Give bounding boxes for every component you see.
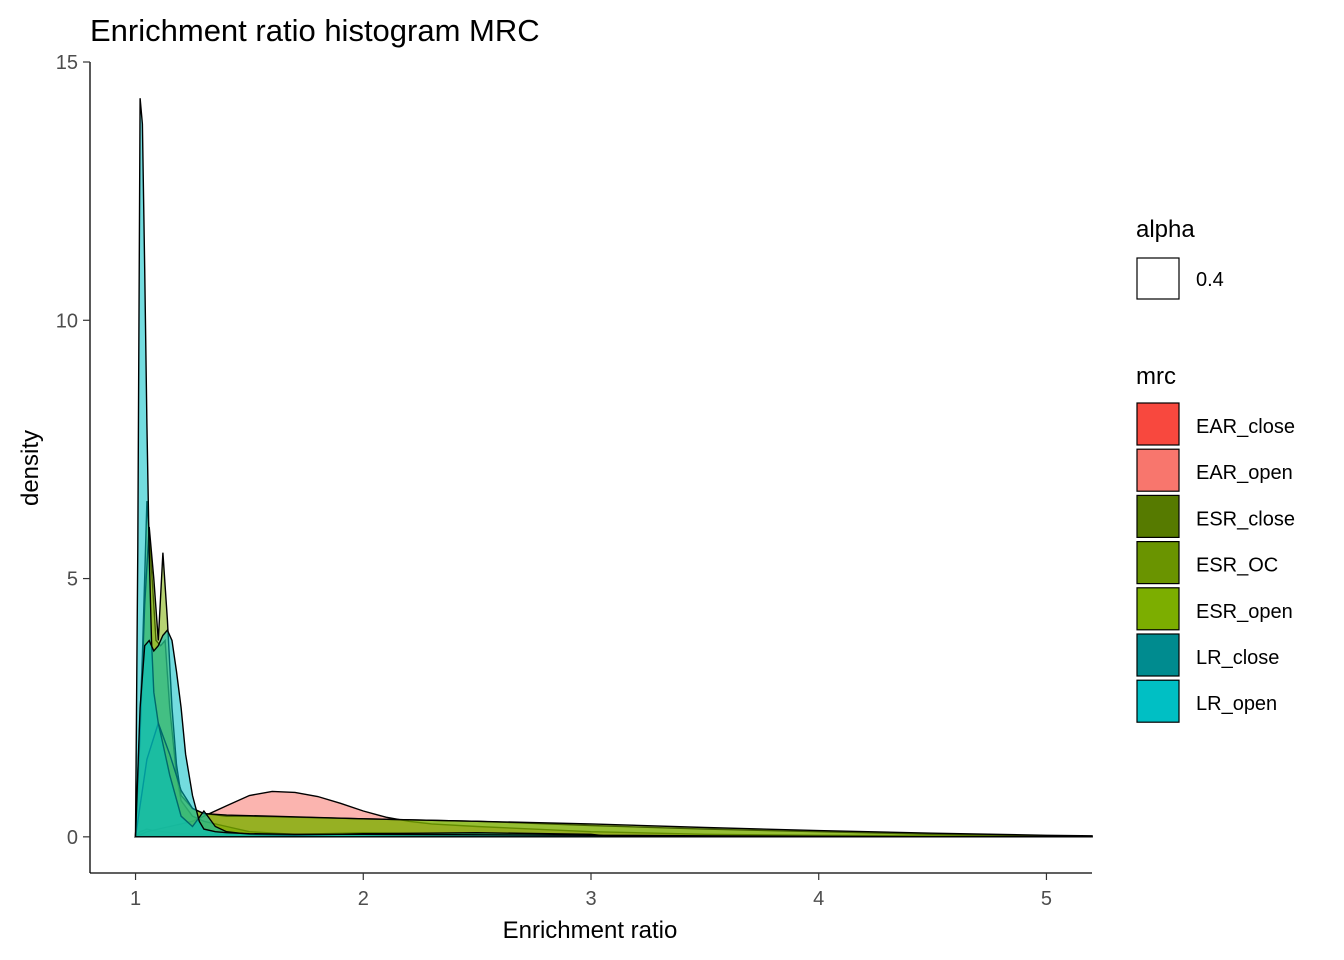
- legend-label-esr-open: ESR_open: [1196, 601, 1293, 623]
- fill-legend-title: mrc: [1136, 363, 1176, 390]
- density-area-esr-open: [134, 721, 1093, 838]
- legend-label-ear-close: EAR_close: [1196, 416, 1295, 438]
- y-axis-title: density: [17, 430, 44, 506]
- density-area-lr-open: [134, 628, 1092, 838]
- legend-swatch-esr-close: [1136, 494, 1180, 538]
- x-tick-label: 3: [585, 888, 596, 910]
- y-tick-label: 15: [56, 52, 78, 74]
- x-tick-label: 1: [130, 888, 141, 910]
- legend-label-lr-close: LR_close: [1196, 647, 1279, 669]
- alpha-legend-title: alpha: [1136, 216, 1195, 243]
- legend-swatch-ear-open: [1136, 448, 1180, 492]
- alpha-legend-key: [1136, 257, 1180, 300]
- x-tick-label: 2: [358, 888, 369, 910]
- alpha-legend: alpha 0.4: [1136, 216, 1224, 300]
- chart-title: Enrichment ratio histogram MRC: [90, 13, 540, 48]
- legend-swatch-ear-close: [1136, 402, 1180, 446]
- density-area-esr-oc: [134, 526, 1093, 838]
- legend-swatch-esr-oc: [1136, 540, 1180, 585]
- legend-label-esr-close: ESR_close: [1196, 508, 1295, 530]
- legend-label-esr-oc: ESR_OC: [1196, 555, 1278, 577]
- x-axis-title: Enrichment ratio: [503, 917, 678, 944]
- legend-swatch-lr-open: [1136, 679, 1180, 723]
- legend-swatch-lr-close: [1136, 633, 1180, 677]
- legend-swatch-esr-open: [1136, 587, 1180, 631]
- y-tick-label: 5: [67, 569, 78, 591]
- legend-label-lr-open: LR_open: [1196, 693, 1277, 715]
- y-axis-ticks: 0 5 10 15: [56, 52, 90, 849]
- density-area-lr-close: [134, 98, 1092, 838]
- fill-legend: mrc EAR_close EAR_open ESR_close ESR_OC ESR_…: [1136, 363, 1295, 723]
- x-tick-label: 4: [813, 888, 824, 910]
- y-tick-label: 10: [56, 310, 78, 332]
- x-tick-label: 5: [1041, 888, 1052, 910]
- plot-area: [133, 98, 1093, 838]
- y-tick-label: 0: [67, 827, 78, 849]
- legend-label-ear-open: EAR_open: [1196, 462, 1293, 484]
- x-axis-ticks: 1 2 3 4 5: [130, 873, 1052, 910]
- density-area-esr-close: [134, 501, 1092, 838]
- alpha-legend-label: 0.4: [1196, 269, 1224, 291]
